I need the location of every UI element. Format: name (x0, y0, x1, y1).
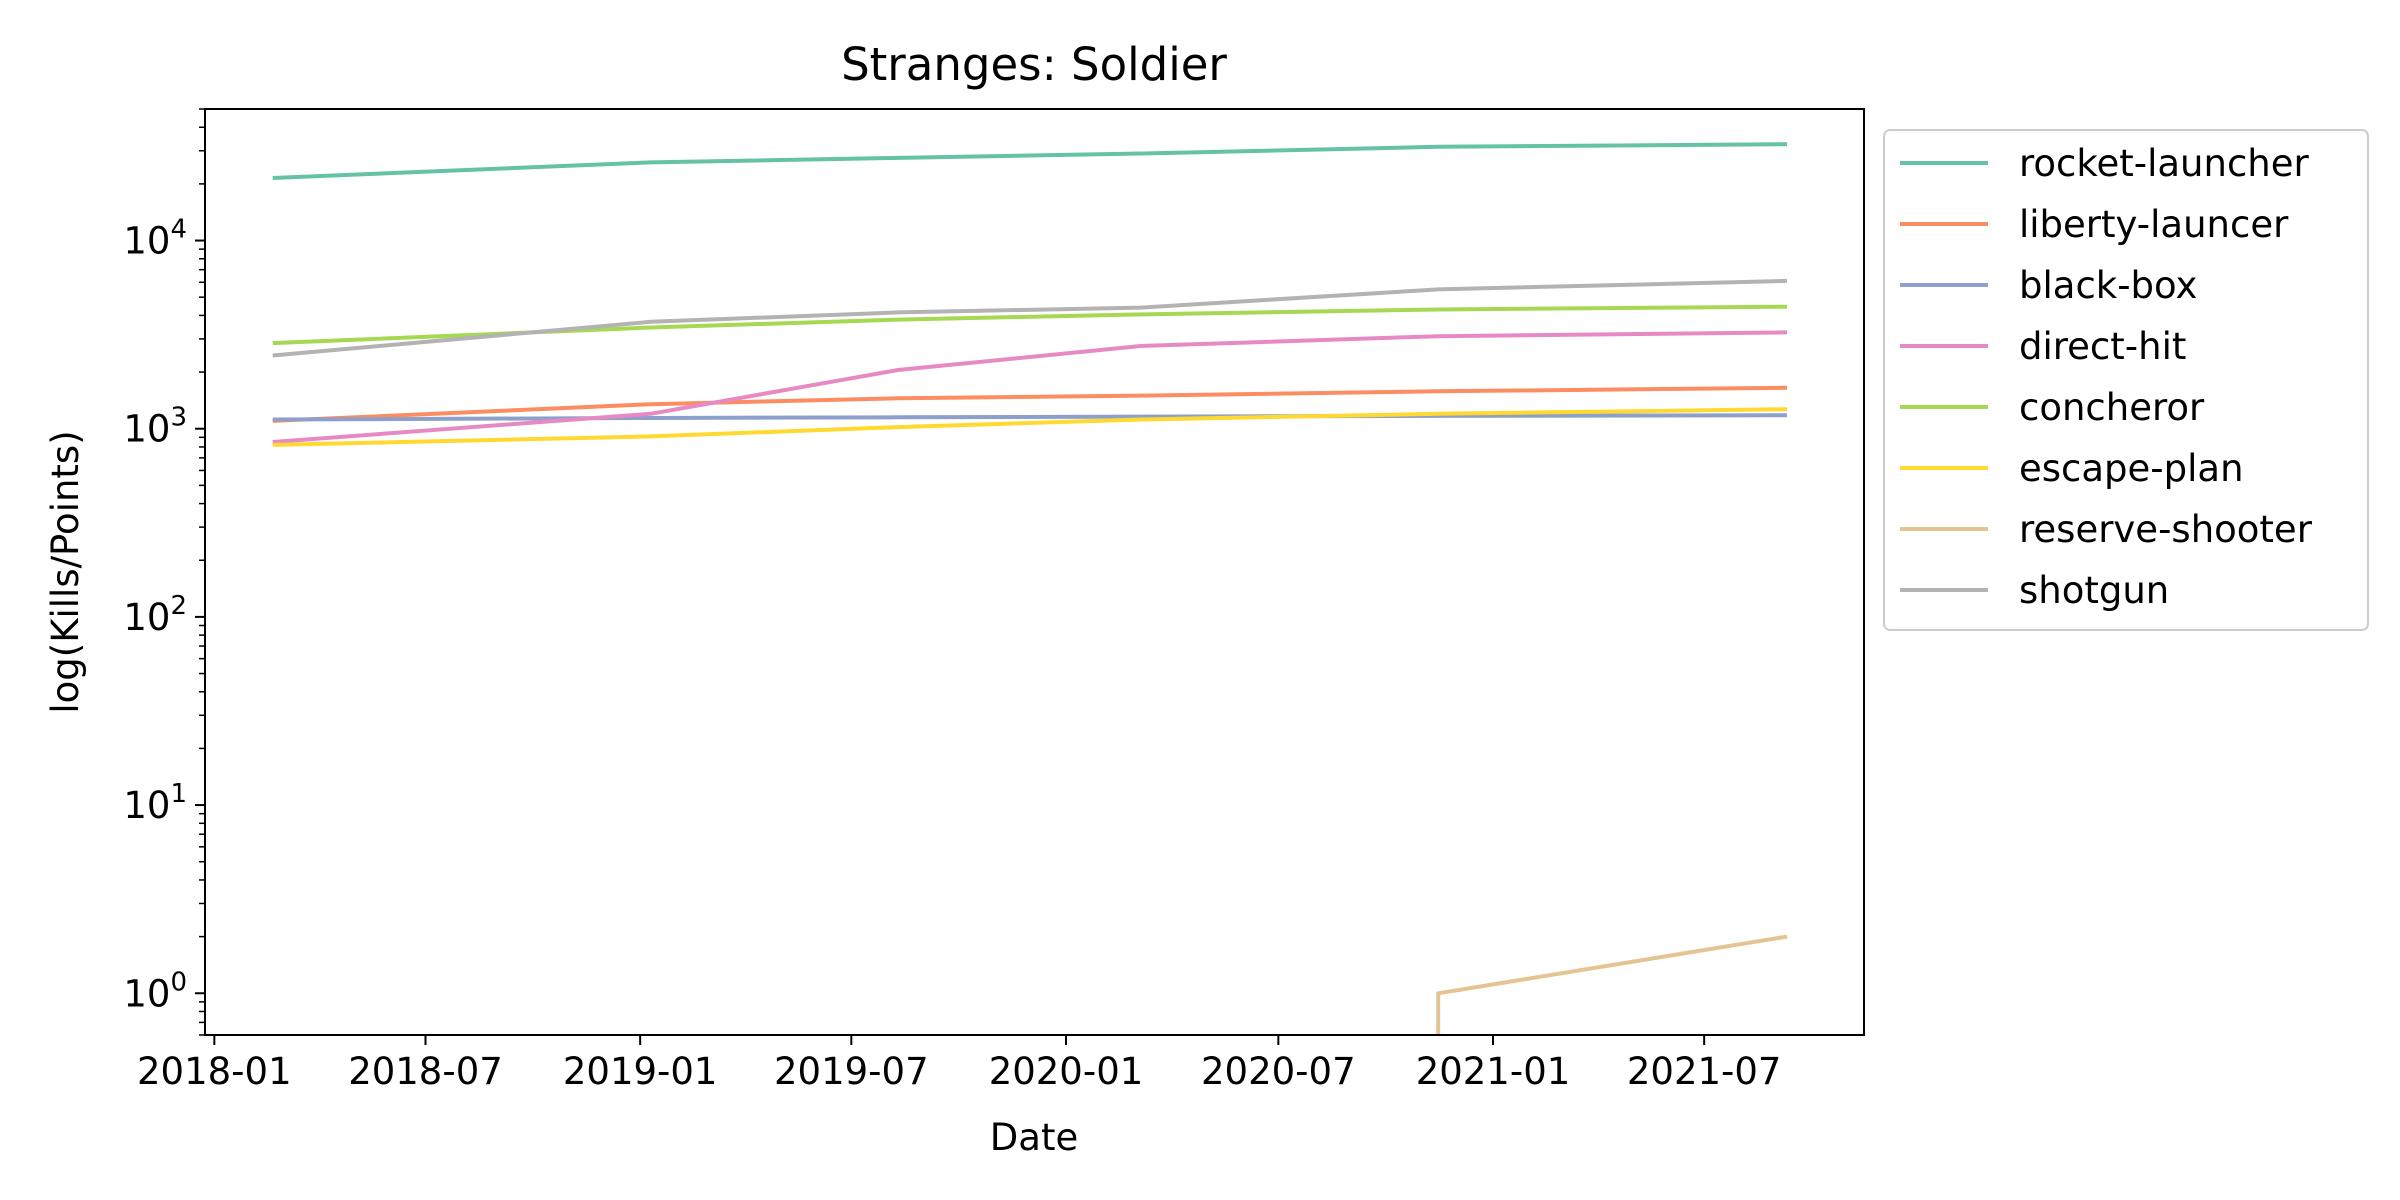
legend-label: shotgun (2019, 569, 2169, 612)
y-tick-label: 102 (123, 591, 187, 639)
y-tick-label: 101 (123, 779, 187, 827)
y-axis-label: log(Kills/Points) (44, 430, 87, 713)
series-line-concheror (272, 304, 1788, 346)
legend-label: concheror (2019, 386, 2205, 429)
x-axis: 2018-01 2018-07 2019-01 2019-07 2020-01 2020-… (137, 1035, 1781, 1093)
series-layer (272, 142, 1788, 1035)
y-tick-base: 10 (123, 220, 170, 263)
legend-label: reserve-shooter (2019, 508, 2313, 551)
legend: rocket-launcher liberty-launcer black-box d… (1883, 129, 2369, 631)
legend-label: rocket-launcher (2019, 142, 2310, 185)
series-line-direct-hit (272, 330, 1788, 444)
x-tick-label: 2020-07 (1201, 1050, 1356, 1093)
y-tick-label: 103 (123, 403, 187, 451)
y-tick-base: 10 (123, 596, 170, 639)
series-line-escape-plan (272, 407, 1788, 447)
y-tick-exponent: 4 (170, 215, 187, 245)
legend-label: escape-plan (2019, 447, 2244, 490)
legend-label: direct-hit (2019, 325, 2186, 368)
x-tick-label: 2018-01 (137, 1050, 292, 1093)
y-tick-exponent: 0 (170, 967, 187, 997)
y-tick-base: 10 (123, 408, 170, 451)
y-tick-label: 100 (123, 967, 187, 1015)
legend-label: liberty-launcer (2019, 203, 2289, 246)
y-tick-base: 10 (123, 784, 170, 827)
x-tick-label: 2021-01 (1416, 1050, 1571, 1093)
y-tick-label: 104 (123, 215, 187, 263)
legend-items: rocket-launcher liberty-launcer black-box d… (1900, 142, 2313, 612)
y-tick-exponent: 3 (170, 403, 187, 433)
legend-label: black-box (2019, 264, 2197, 307)
plot-frame (204, 108, 1865, 1036)
series-line-rocket-launcher (272, 142, 1788, 180)
x-tick-label: 2020-01 (989, 1050, 1144, 1093)
y-tick-base: 10 (123, 972, 170, 1015)
x-tick-label: 2021-07 (1627, 1050, 1782, 1093)
x-tick-label: 2019-01 (563, 1050, 718, 1093)
series-line-reserve-shooter (1436, 934, 1788, 1035)
y-tick-exponent: 1 (170, 779, 187, 809)
series-line-shotgun (272, 278, 1788, 358)
x-tick-label: 2019-07 (774, 1050, 929, 1093)
chart-title: Stranges: Soldier (841, 38, 1227, 91)
legend-box (1883, 129, 2369, 631)
series-line-liberty-launcer (272, 385, 1788, 423)
x-tick-label: 2018-07 (348, 1050, 503, 1093)
x-axis-label: Date (990, 1116, 1078, 1159)
y-tick-exponent: 2 (170, 591, 187, 621)
